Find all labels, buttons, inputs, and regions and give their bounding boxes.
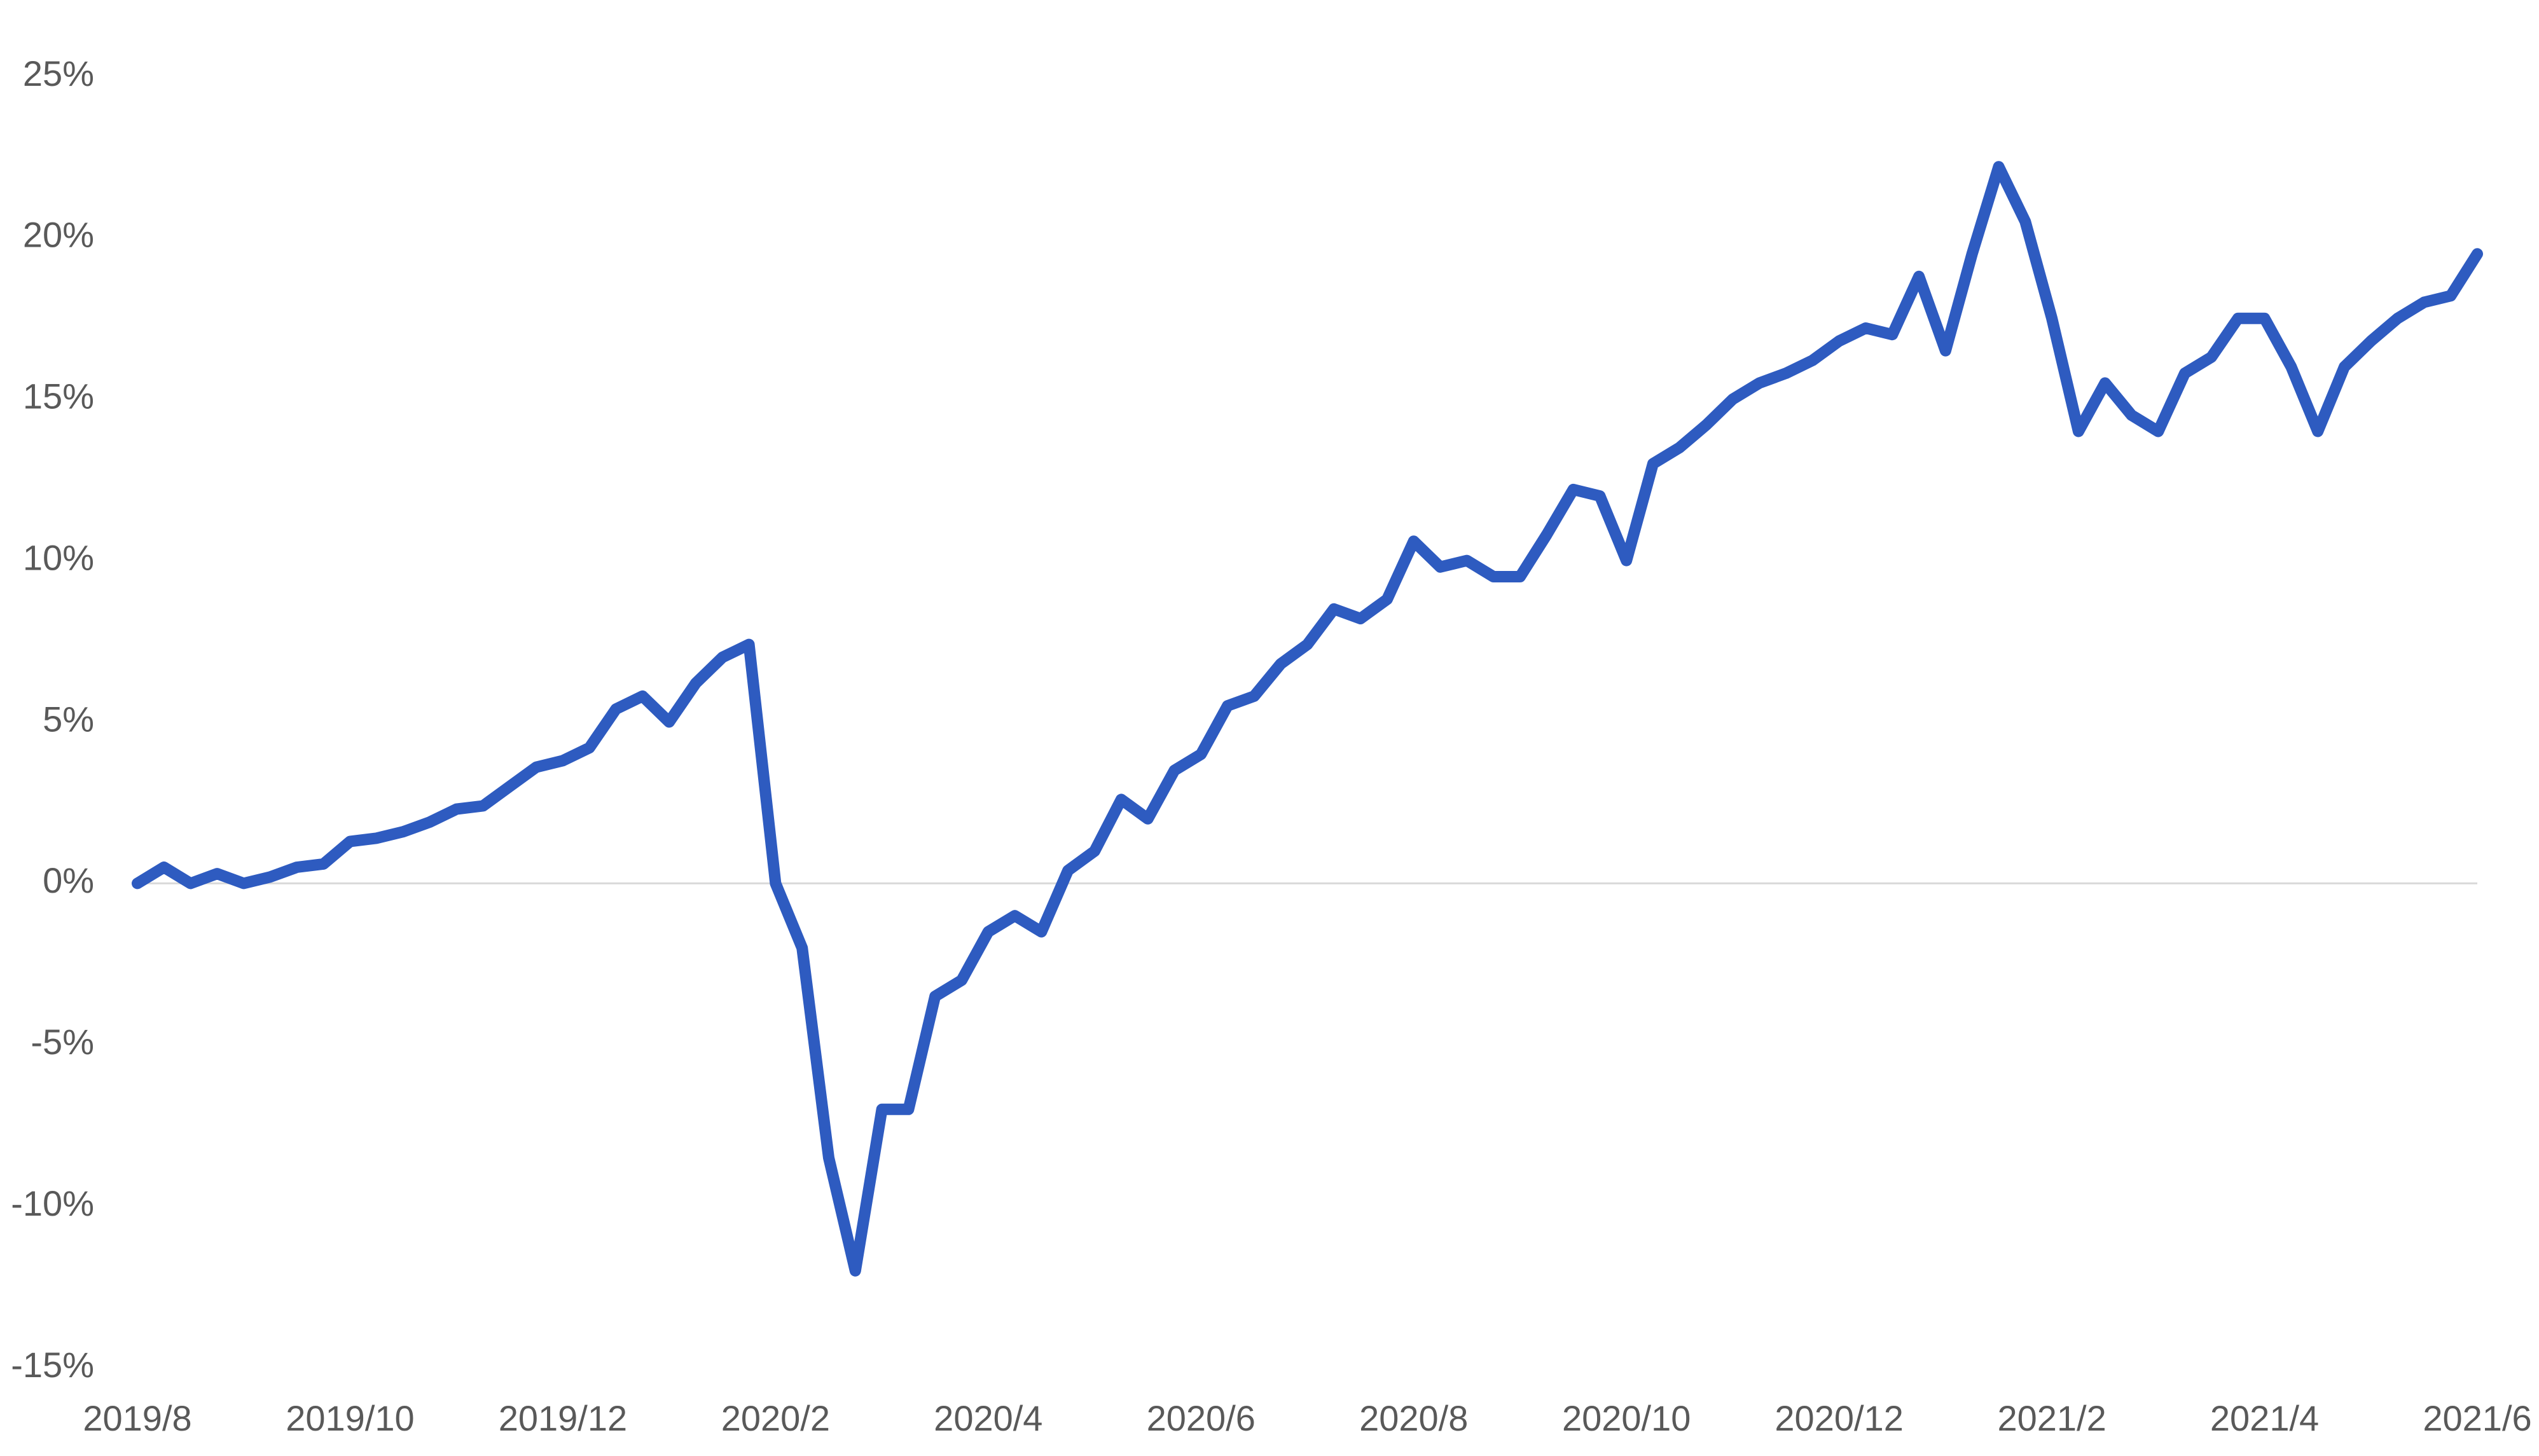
x-tick-label: 2019/10 <box>286 1398 414 1438</box>
y-tick-label: -5% <box>31 1022 94 1062</box>
y-tick-label: 10% <box>23 537 94 577</box>
y-tick-label: 20% <box>23 215 94 255</box>
x-tick-label: 2020/4 <box>934 1398 1042 1438</box>
y-tick-label: -15% <box>11 1345 94 1385</box>
y-tick-label: 25% <box>23 53 94 93</box>
x-tick-label: 2020/8 <box>1359 1398 1468 1438</box>
y-tick-label: -10% <box>11 1183 94 1223</box>
x-tick-label: 2021/2 <box>1997 1398 2106 1438</box>
x-tick-label: 2020/12 <box>1775 1398 1903 1438</box>
x-tick-label: 2020/6 <box>1147 1398 1256 1438</box>
x-tick-label: 2020/2 <box>721 1398 830 1438</box>
x-tick-label: 2020/10 <box>1562 1398 1691 1438</box>
line <box>132 161 2483 1277</box>
x-tick-label: 2021/6 <box>2423 1398 2531 1438</box>
x-tick-label: 2021/4 <box>2210 1398 2319 1438</box>
y-tick-label: 0% <box>43 860 94 900</box>
x-tick-label: 2019/12 <box>499 1398 627 1438</box>
y-tick-label: 15% <box>23 376 94 416</box>
y-tick-label: 5% <box>43 699 94 739</box>
x-tick-label: 2019/8 <box>83 1398 191 1438</box>
